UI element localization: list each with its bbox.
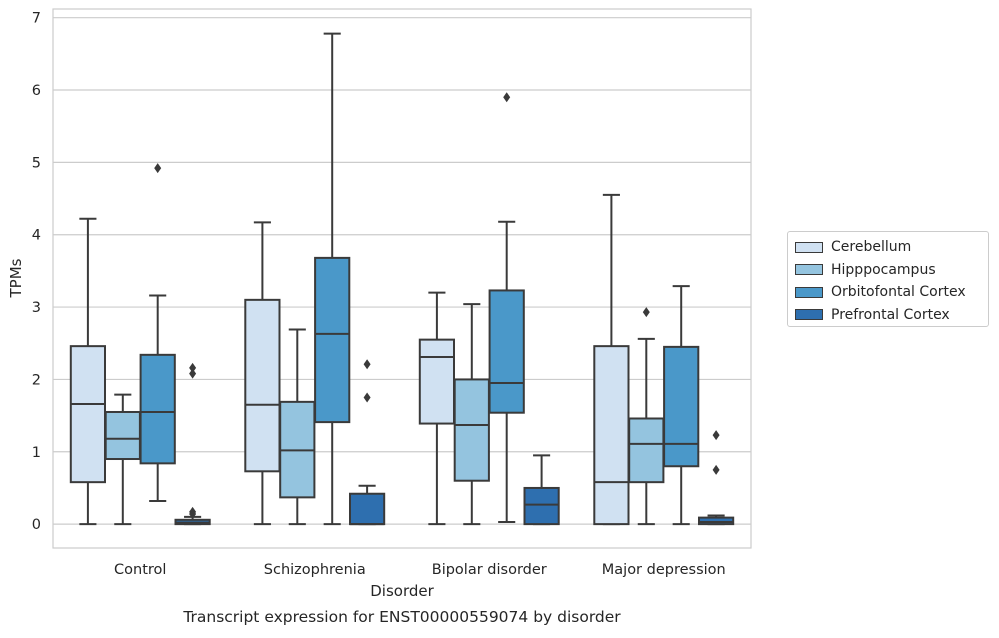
legend-swatch [795, 286, 823, 298]
x-tick-label: Bipolar disorder [432, 562, 547, 578]
box-cerebellum [418, 291, 456, 526]
legend-item: Cerebellum [792, 236, 988, 259]
outlier-point [712, 430, 720, 441]
outlier-point [363, 392, 371, 403]
x-axis-label: Disorder [370, 582, 434, 600]
legend-swatch [795, 264, 823, 276]
y-tick-label: 5 [32, 155, 41, 171]
box-orbitofontal-cortex [663, 285, 700, 526]
iqr-box [314, 256, 351, 424]
legend: Cerebellum Hipppocampus Orbitofontal Corte… [787, 231, 989, 327]
iqr-box [593, 345, 630, 526]
iqr-box [418, 338, 456, 425]
iqr-box [139, 353, 176, 465]
y-axis-label: TPMs [7, 258, 25, 298]
y-tick-label: 0 [32, 517, 41, 533]
y-tick-label: 7 [32, 11, 41, 27]
iqr-box [523, 486, 560, 526]
legend-label: Prefrontal Cortex [831, 306, 950, 323]
outlier-point [363, 359, 371, 370]
y-tick-label: 4 [32, 228, 41, 244]
x-tick-label: Schizophrenia [264, 562, 366, 578]
boxes [69, 32, 735, 526]
iqr-box [697, 516, 735, 526]
box-hipppocampus [104, 393, 141, 526]
iqr-box [663, 345, 700, 468]
outlier-point [189, 508, 197, 519]
legend-item: Prefrontal Cortex [792, 304, 988, 327]
legend-label: Cerebellum [831, 239, 912, 256]
legend-swatch [795, 241, 823, 253]
box-cerebellum [593, 193, 630, 526]
iqr-box [244, 298, 281, 473]
y-tick-label: 1 [32, 445, 41, 461]
box-hipppocampus [453, 303, 490, 526]
y-tick-label: 6 [32, 83, 41, 99]
outlier-point [154, 163, 162, 174]
iqr-box [104, 410, 141, 461]
iqr-box [453, 378, 490, 482]
box-prefrontal-cortex [174, 362, 211, 526]
box-cerebellum [244, 221, 281, 526]
box-hipppocampus [628, 307, 665, 526]
iqr-box [488, 289, 525, 414]
box-hipppocampus [279, 328, 316, 526]
x-tick-labels: Control Schizophrenia Bipolar disorder Majo… [114, 562, 726, 578]
legend-label: Hipppocampus [831, 261, 936, 278]
chart-caption: Transcript expression for ENST0000055907… [182, 608, 621, 626]
outlier-point [642, 307, 650, 318]
outlier-point [189, 362, 197, 373]
box-orbitofontal-cortex [314, 32, 351, 526]
legend-item: Orbitofontal Cortex [792, 281, 988, 304]
box-cerebellum [69, 217, 107, 526]
outlier-point [503, 92, 511, 103]
legend-label: Orbitofontal Cortex [831, 284, 966, 301]
legend-swatch [795, 309, 823, 321]
x-tick-label: Control [114, 562, 166, 578]
x-tick-label: Major depression [602, 562, 726, 578]
outlier-point [712, 464, 720, 475]
y-tick-labels: 0 1 2 3 4 5 6 7 [32, 11, 41, 533]
y-tick-label: 3 [32, 300, 41, 316]
outlier-point [189, 368, 197, 379]
y-tick-label: 2 [32, 372, 41, 388]
box-prefrontal-cortex [523, 454, 560, 526]
iqr-box [69, 345, 107, 484]
plot-frame [52, 8, 752, 549]
legend-item: Hipppocampus [792, 259, 988, 282]
box-prefrontal-cortex [697, 430, 735, 526]
box-orbitofontal-cortex [488, 92, 525, 523]
box-prefrontal-cortex [348, 359, 386, 526]
iqr-box [348, 492, 386, 526]
iqr-box [628, 417, 665, 484]
box-orbitofontal-cortex [139, 163, 176, 502]
